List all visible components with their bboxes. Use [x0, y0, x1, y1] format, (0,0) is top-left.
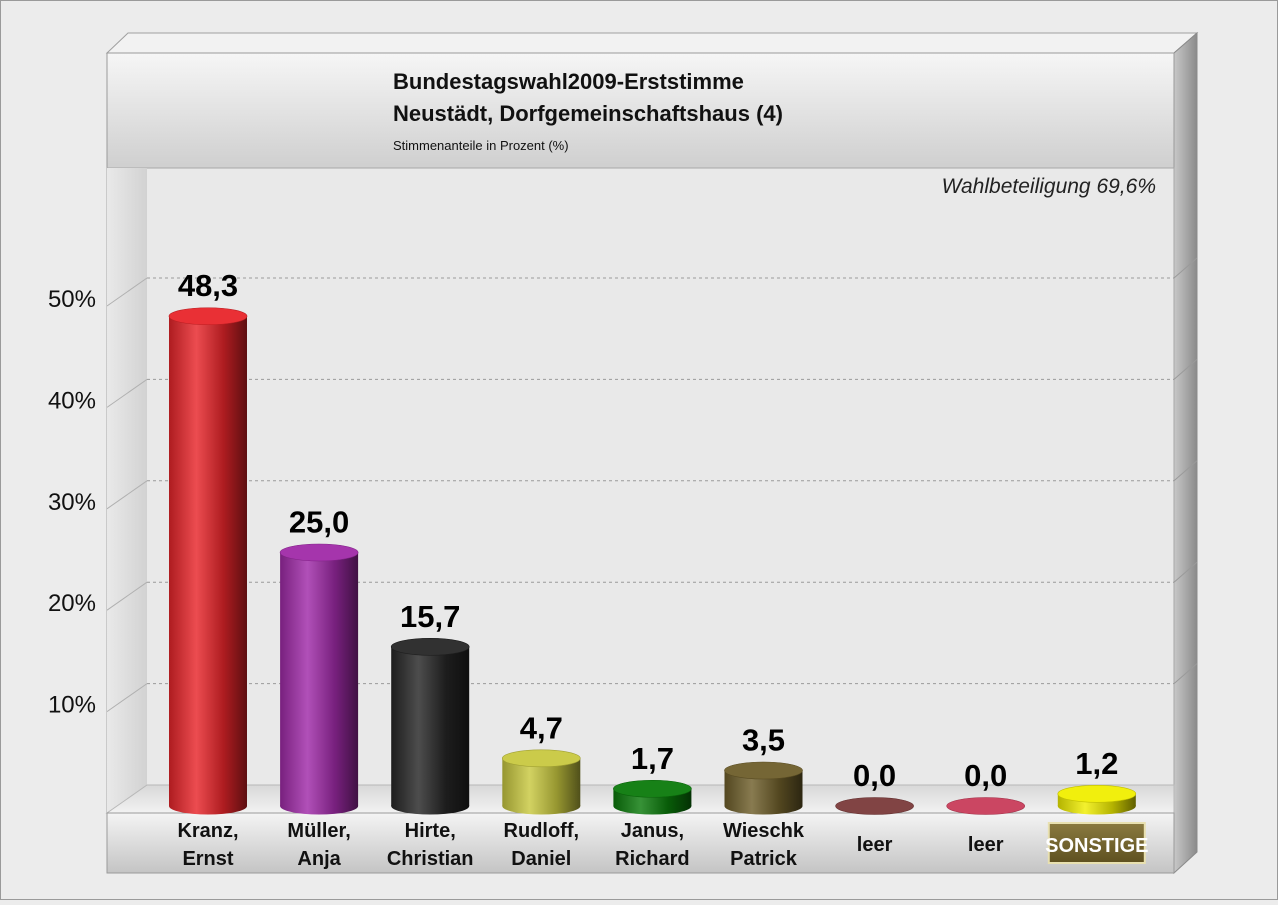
y-tick-label: 20%: [48, 590, 96, 617]
grid-line-side: [1173, 561, 1198, 583]
value-label: 48,3: [178, 268, 238, 303]
bar-top: [946, 797, 1026, 815]
bar-body: [391, 646, 470, 806]
bar-body: [280, 552, 359, 806]
bar: [946, 797, 1026, 815]
bar-top: [613, 779, 692, 798]
grid-line-wall: [106, 683, 148, 713]
category-label: Janus,: [621, 820, 684, 842]
bar-bottom: [169, 797, 247, 815]
bar: [724, 761, 803, 815]
value-label: 4,7: [520, 710, 563, 745]
category-labels: Kranz, Ernst Müller, Anja Hirte, Christian Rud…: [177, 820, 1148, 870]
category-label: Daniel: [511, 848, 571, 870]
bar: [613, 779, 692, 815]
frame-right-side: [1173, 31, 1198, 875]
bar: [168, 307, 248, 815]
bar-top: [279, 543, 359, 562]
turnout-label: Wahlbeteiligung 69,6%: [942, 175, 1156, 198]
grid-line-side: [1173, 257, 1198, 279]
bar-top: [390, 638, 470, 656]
bar-body: [169, 316, 247, 806]
badge-label: SONSTIGE: [1045, 835, 1148, 857]
value-label: 15,7: [400, 599, 460, 634]
category-label: Anja: [297, 848, 341, 870]
grid-line-wall: [106, 277, 148, 307]
grid-line-side: [1173, 460, 1198, 482]
bar-bottom: [280, 797, 359, 815]
bar: [835, 797, 914, 815]
bar-top: [835, 797, 914, 815]
category-label: Christian: [387, 848, 474, 870]
y-tick-label: 50%: [48, 286, 96, 313]
bar-bottom: [1057, 797, 1136, 815]
grid-line-side: [1173, 663, 1198, 684]
grid-line-wall: [106, 480, 148, 510]
chart-note: Stimmenanteile in Prozent (%): [393, 138, 569, 153]
value-label: 3,5: [742, 723, 785, 758]
sonstige-badge: SONSTIGE: [1045, 822, 1148, 864]
plot-area: [106, 167, 1175, 814]
category-label: Rudloff,: [504, 820, 580, 842]
bar-bottom: [502, 797, 581, 815]
value-label: 1,7: [631, 741, 674, 776]
bar-top: [168, 307, 248, 326]
value-labels: 48,3 25,0 15,7 4,7 1,7 3,5 0,0 0,0 1,2: [178, 268, 1119, 793]
y-tick-label: 30%: [48, 489, 96, 516]
value-label: 1,2: [1075, 746, 1118, 781]
bar: [501, 749, 581, 815]
value-label: 0,0: [964, 758, 1007, 793]
category-label: Hirte,: [405, 820, 456, 842]
bar: [279, 543, 359, 815]
value-label: 0,0: [853, 758, 896, 793]
bar-bottom: [613, 797, 692, 815]
bar-top: [724, 761, 803, 780]
value-label: 25,0: [289, 505, 349, 540]
category-label: Richard: [615, 848, 689, 870]
frame-top: [105, 32, 1199, 54]
bar: [1057, 785, 1137, 815]
grid-line-wall: [106, 581, 148, 611]
bar-bottom: [724, 797, 803, 815]
left-wall: [107, 168, 147, 813]
badge-box: [1047, 822, 1146, 864]
category-label: leer: [857, 834, 893, 856]
category-label: Wieschk: [723, 820, 805, 842]
bar-top: [501, 749, 581, 768]
category-label: Patrick: [730, 848, 798, 870]
category-label: leer: [968, 834, 1004, 856]
category-label: Ernst: [182, 848, 233, 870]
grid-line-side: [1173, 359, 1198, 380]
y-axis: 10% 20% 30% 40% 50%: [48, 286, 96, 719]
chart-subtitle: Neustädt, Dorfgemeinschaftshaus (4): [393, 101, 783, 126]
bar: [390, 638, 470, 815]
y-tick-label: 10%: [48, 692, 96, 719]
bar-top: [1057, 785, 1137, 803]
grid-line-wall: [106, 378, 148, 408]
grid-lines: [106, 257, 1198, 713]
category-label: Kranz,: [177, 820, 238, 842]
category-band: [106, 812, 1175, 874]
chart-header: [106, 52, 1175, 169]
chart-title: Bundestagswahl2009-Erststimme: [393, 69, 744, 94]
bars: [168, 307, 1137, 815]
bar-bottom: [391, 797, 470, 815]
y-tick-label: 40%: [48, 387, 96, 414]
category-label: Müller,: [287, 820, 350, 842]
